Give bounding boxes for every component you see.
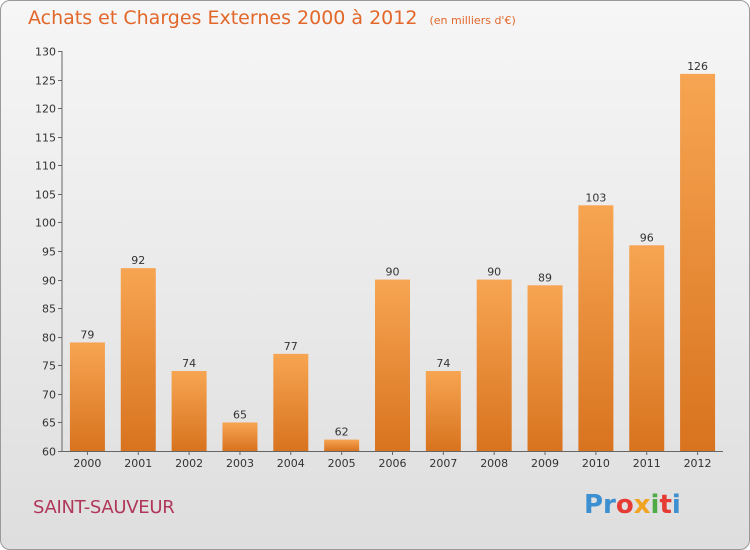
y-tick-label: 65 bbox=[42, 417, 56, 430]
x-tick-label: 2008 bbox=[480, 457, 508, 470]
x-tick-label: 2010 bbox=[582, 457, 610, 470]
logo-part-5: t bbox=[659, 490, 672, 520]
x-tick-label: 2004 bbox=[277, 457, 305, 470]
x-tick-label: 2003 bbox=[226, 457, 254, 470]
bar-value-label: 126 bbox=[687, 60, 708, 73]
bar bbox=[120, 268, 156, 451]
bar-value-label: 74 bbox=[182, 357, 196, 370]
bar bbox=[527, 285, 563, 451]
bar-value-label: 77 bbox=[284, 340, 298, 353]
x-tick-label: 2002 bbox=[175, 457, 203, 470]
y-tick-label: 80 bbox=[42, 332, 56, 345]
y-tick-label: 110 bbox=[35, 160, 56, 173]
bar-value-label: 74 bbox=[436, 357, 450, 370]
y-tick-label: 125 bbox=[35, 75, 56, 88]
bar-value-label: 92 bbox=[131, 254, 145, 267]
logo-part-6: i bbox=[671, 490, 681, 520]
bar-value-label: 62 bbox=[335, 426, 349, 439]
bar-value-label: 79 bbox=[80, 328, 94, 341]
bar bbox=[375, 279, 410, 451]
bar bbox=[680, 73, 716, 451]
bar-value-label: 89 bbox=[538, 271, 552, 284]
chart-title: Achats et Charges Externes 2000 à 2012 (e… bbox=[28, 7, 516, 29]
bar bbox=[69, 342, 105, 451]
x-tick-label: 2001 bbox=[124, 457, 152, 470]
bar-value-label: 90 bbox=[386, 266, 400, 279]
x-tick-label: 2000 bbox=[73, 457, 101, 470]
chart-subtitle: (en milliers d'€) bbox=[429, 14, 516, 27]
bar bbox=[222, 422, 258, 451]
town-name: SAINT-SAUVEUR bbox=[33, 497, 175, 518]
y-tick-label: 90 bbox=[42, 275, 56, 288]
chart-title-text: Achats et Charges Externes 2000 à 2012 bbox=[28, 7, 418, 29]
bar bbox=[425, 371, 461, 451]
proxiti-logo: Proxiti bbox=[584, 490, 681, 520]
bar-value-label: 103 bbox=[585, 191, 606, 204]
bar-value-label: 90 bbox=[487, 266, 501, 279]
bar bbox=[629, 245, 665, 451]
logo-part-3: x bbox=[633, 490, 651, 520]
bar bbox=[476, 279, 512, 451]
x-tick-label: 2006 bbox=[379, 457, 407, 470]
bar-value-label: 96 bbox=[640, 231, 654, 244]
x-tick-label: 2007 bbox=[429, 457, 457, 470]
logo-part-1: Pr bbox=[584, 490, 616, 520]
y-tick-label: 105 bbox=[35, 189, 56, 202]
x-tick-label: 2005 bbox=[328, 457, 356, 470]
x-tick-label: 2009 bbox=[531, 457, 559, 470]
y-tick-label: 75 bbox=[42, 360, 56, 373]
x-tick-label: 2011 bbox=[633, 457, 661, 470]
y-tick-label: 100 bbox=[35, 217, 56, 230]
y-tick-label: 85 bbox=[42, 303, 56, 316]
logo-part-4: i bbox=[650, 490, 660, 520]
logo-part-2: o bbox=[615, 490, 634, 520]
bar bbox=[171, 371, 207, 451]
bar bbox=[324, 439, 360, 451]
y-tick-label: 130 bbox=[35, 46, 56, 59]
y-tick-label: 70 bbox=[42, 389, 56, 402]
y-tick-label: 60 bbox=[42, 446, 56, 459]
y-tick-label: 95 bbox=[42, 246, 56, 259]
bar-value-label: 65 bbox=[233, 408, 247, 421]
y-tick-label: 115 bbox=[35, 132, 56, 145]
x-tick-label: 2012 bbox=[684, 457, 712, 470]
y-tick-label: 120 bbox=[35, 103, 56, 116]
bar bbox=[578, 205, 614, 451]
bar bbox=[273, 353, 309, 451]
